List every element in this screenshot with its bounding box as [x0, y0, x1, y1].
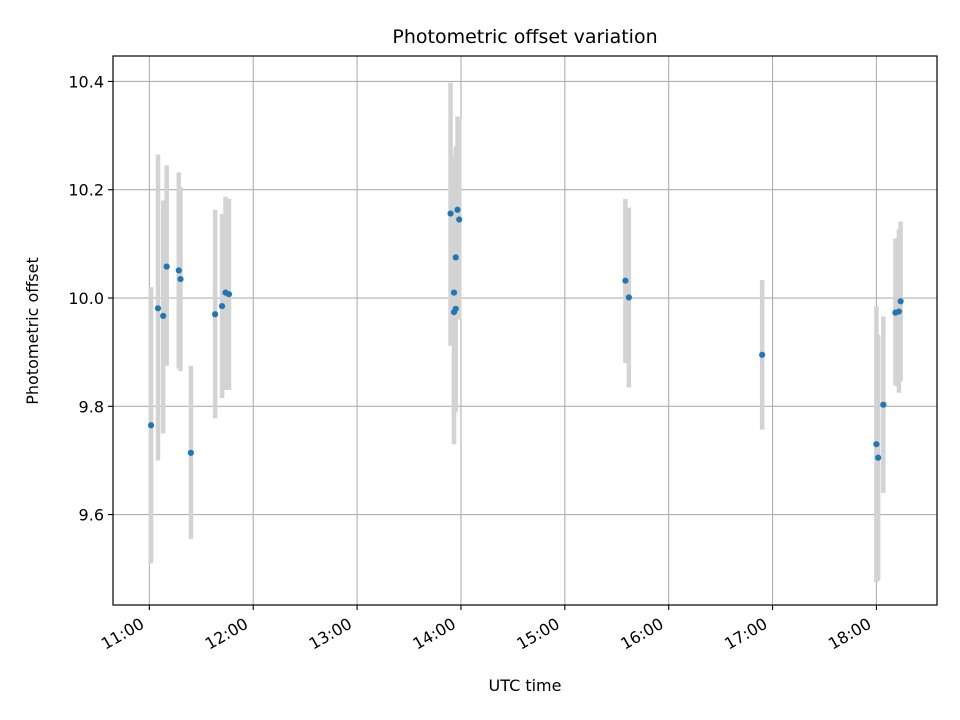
data-point — [875, 454, 882, 461]
data-point — [187, 449, 194, 456]
data-point — [897, 298, 904, 305]
data-point — [759, 351, 766, 358]
data-point — [163, 263, 170, 270]
data-point — [622, 277, 629, 284]
data-point — [456, 216, 463, 223]
y-tick-label: 9.6 — [79, 506, 104, 525]
data-point — [225, 291, 233, 298]
data-point — [873, 441, 880, 448]
data-points — [147, 206, 904, 461]
y-tick-label: 10.0 — [68, 289, 104, 308]
data-point — [160, 312, 167, 319]
y-axis-label: Photometric offset — [23, 257, 42, 405]
y-tick-label: 10.4 — [68, 72, 104, 91]
x-axis-label: UTC time — [489, 676, 562, 695]
data-point — [218, 303, 226, 310]
data-point — [452, 305, 459, 312]
data-point — [154, 305, 162, 312]
plot-frame — [112, 55, 938, 606]
data-point — [450, 289, 458, 296]
data-point — [454, 206, 461, 213]
data-point — [447, 210, 454, 217]
data-point — [895, 308, 903, 315]
data-point — [175, 267, 182, 274]
data-point — [452, 254, 459, 261]
data-point — [880, 401, 887, 408]
chart-title: Photometric offset variation — [392, 26, 657, 48]
grid-lines — [113, 56, 937, 605]
y-tick-label: 9.8 — [79, 397, 104, 416]
data-point — [625, 294, 632, 301]
data-point — [177, 275, 184, 283]
y-tick-label: 10.2 — [68, 181, 104, 200]
data-point — [147, 422, 155, 429]
data-point — [212, 311, 219, 318]
